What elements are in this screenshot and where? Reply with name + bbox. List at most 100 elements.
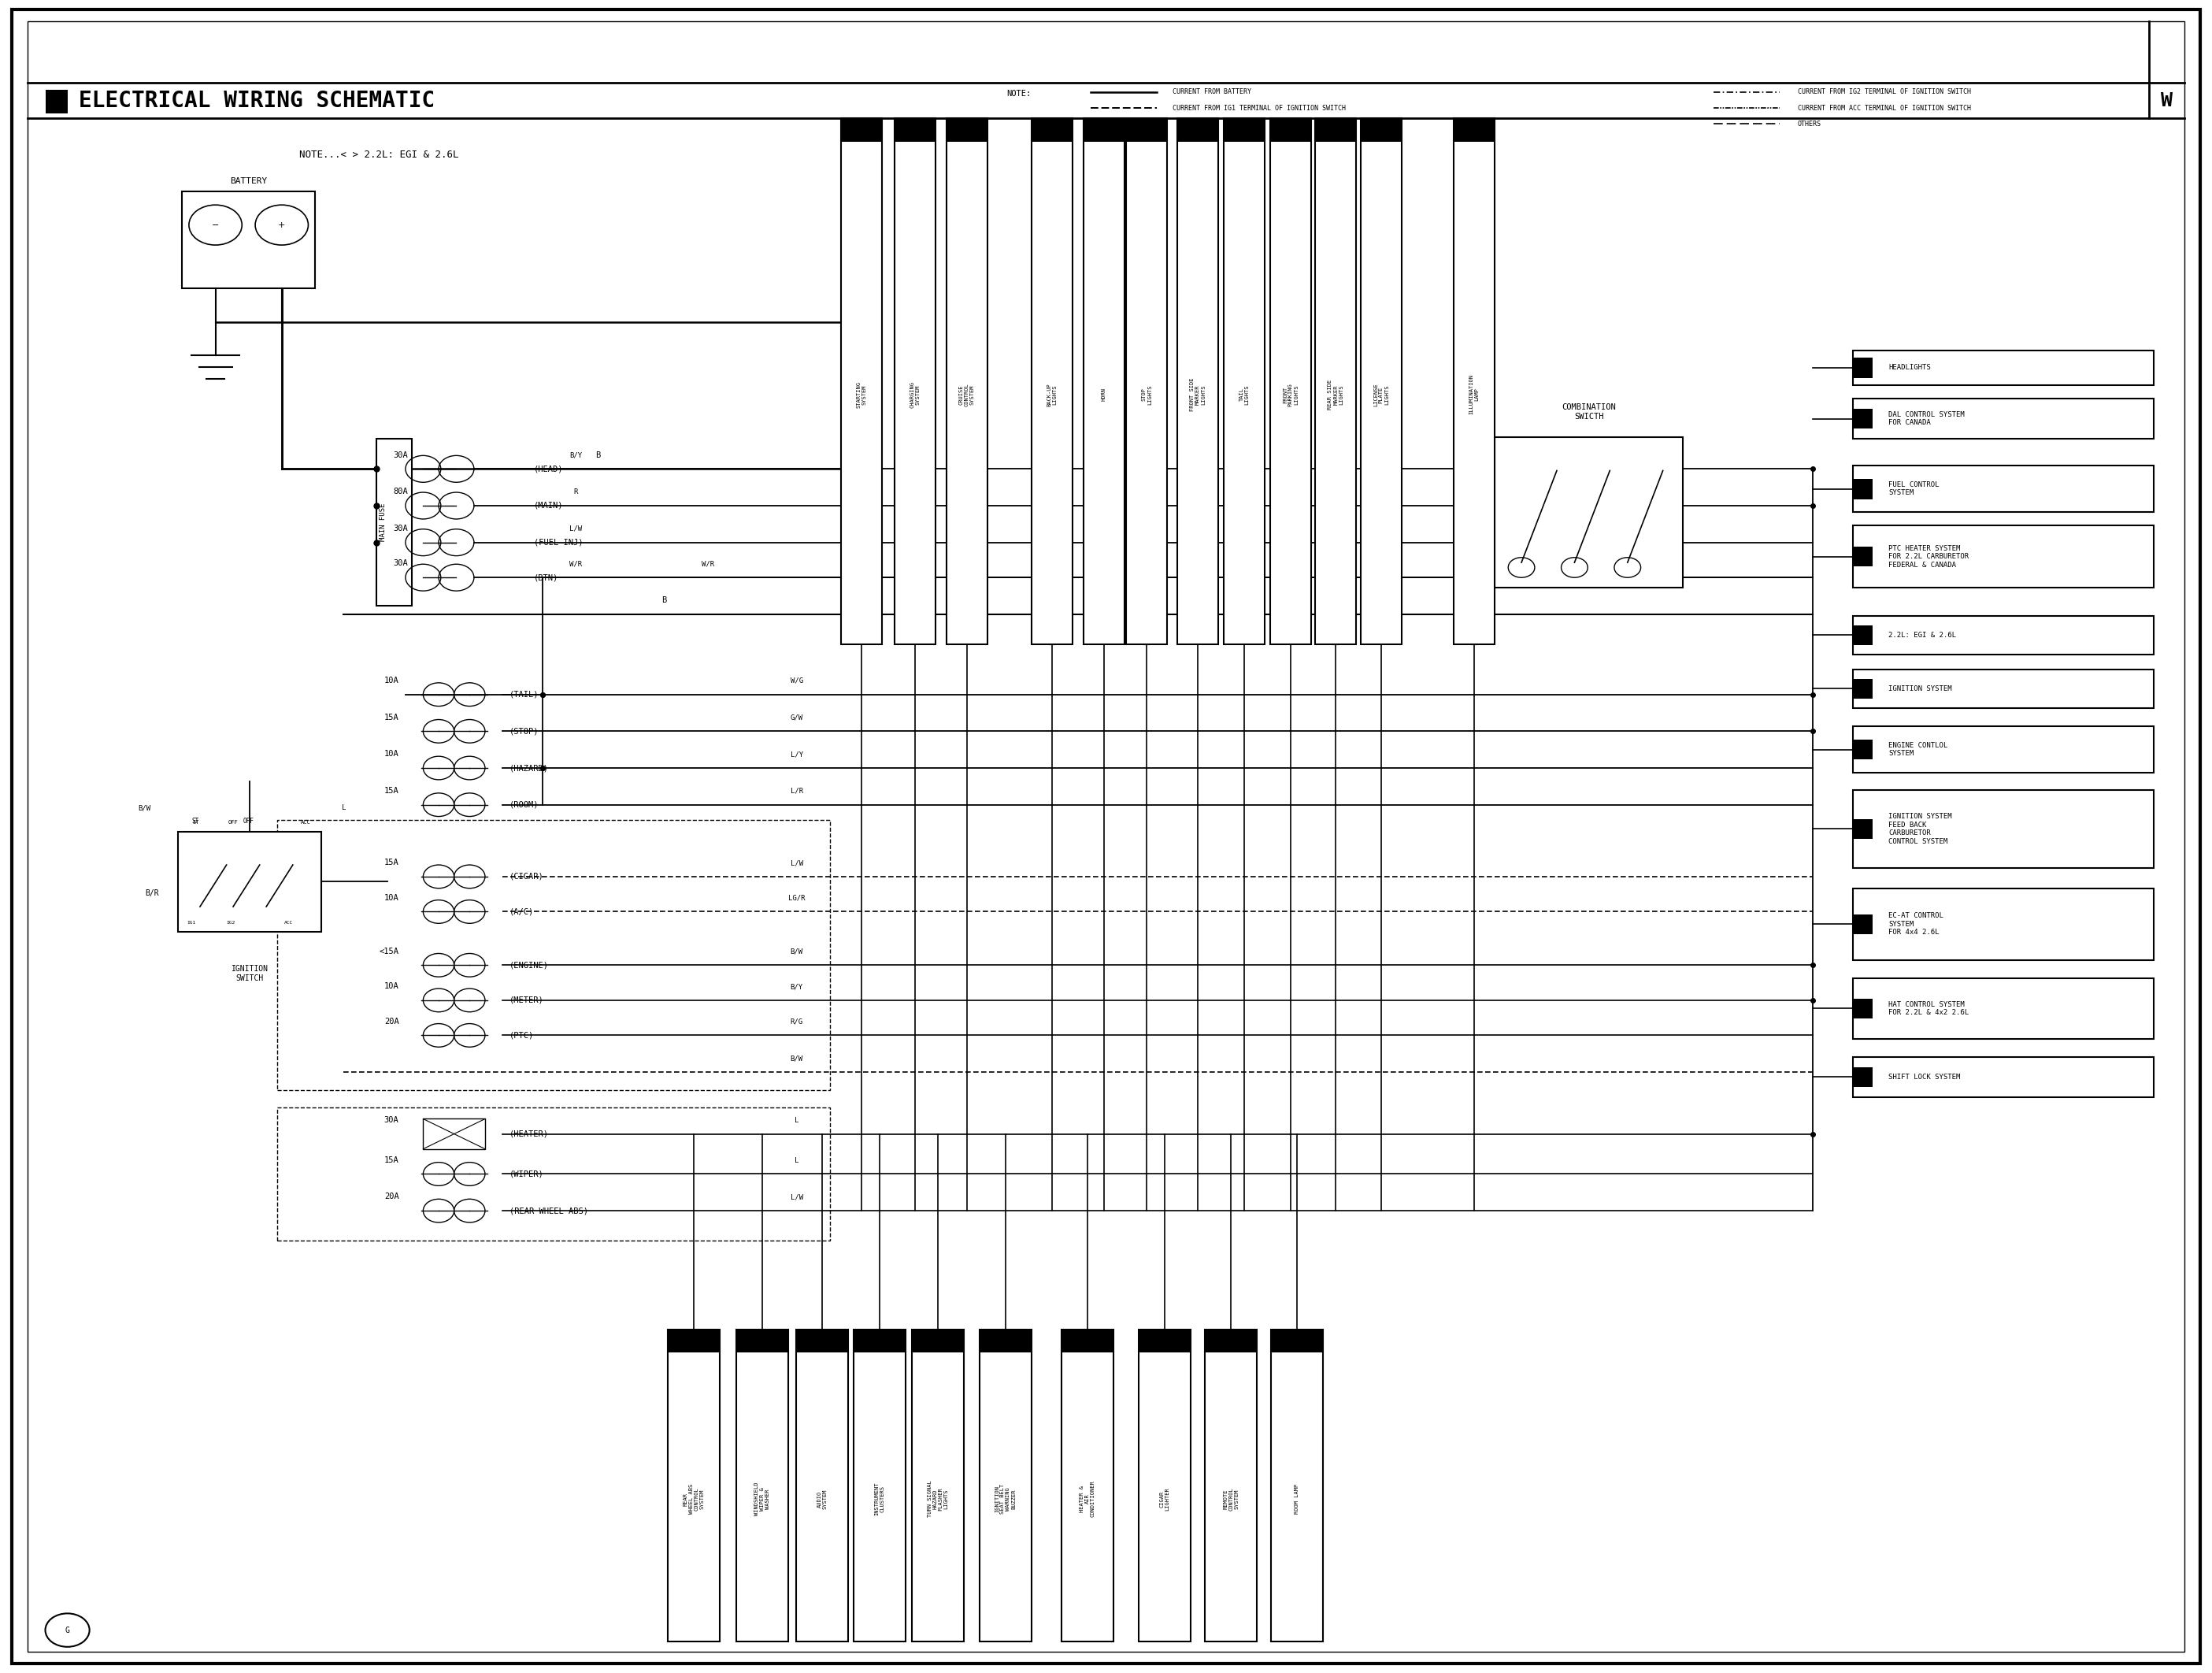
Bar	[1031, 119, 1073, 644]
Bar	[1854, 626, 1874, 646]
Text: HORN: HORN	[1102, 388, 1106, 402]
Text: B/Y: B/Y	[568, 452, 582, 458]
Bar	[911, 1330, 964, 1641]
Bar	[1126, 119, 1168, 644]
Bar	[796, 1330, 847, 1353]
Text: 80A: 80A	[394, 489, 407, 495]
Text: ROOM LAMP: ROOM LAMP	[1294, 1484, 1298, 1514]
Text: W/R: W/R	[701, 560, 714, 567]
Text: FRONT
PARKING
LIGHTS: FRONT PARKING LIGHTS	[1283, 383, 1298, 407]
Text: 10A: 10A	[385, 893, 398, 902]
Text: TURN SIGNAL
HAZARD
FLASHER
LIGHTS: TURN SIGNAL HAZARD FLASHER LIGHTS	[927, 1481, 949, 1517]
Text: (HEATER): (HEATER)	[509, 1129, 549, 1138]
Bar	[1272, 1330, 1323, 1641]
Bar	[1854, 739, 1874, 760]
Bar	[1854, 726, 2154, 773]
Text: IGNITION
SEAT BELT
WARNING
BUZZER: IGNITION SEAT BELT WARNING BUZZER	[995, 1484, 1015, 1514]
Text: DAL CONTROL SYSTEM
FOR CANADA: DAL CONTROL SYSTEM FOR CANADA	[1889, 412, 1964, 427]
Text: (ENGINE): (ENGINE)	[509, 962, 549, 969]
Text: LICENSE
PLATE
LIGHTS: LICENSE PLATE LIGHTS	[1374, 383, 1389, 407]
Text: IG1: IG1	[186, 922, 195, 925]
Text: (HAZARD): (HAZARD)	[509, 765, 549, 771]
Text: (FUEL INJ): (FUEL INJ)	[533, 539, 584, 547]
Text: L: L	[794, 1118, 799, 1124]
Text: 15A: 15A	[385, 1156, 398, 1164]
Text: (METER): (METER)	[509, 997, 544, 1004]
Text: OFF: OFF	[228, 820, 239, 825]
Bar	[1854, 1057, 2154, 1097]
Text: <15A: <15A	[378, 947, 398, 955]
Text: ILLUMINATION
LAMP: ILLUMINATION LAMP	[1469, 375, 1480, 415]
Text: (REAR WHEEL ABS): (REAR WHEEL ABS)	[509, 1206, 588, 1215]
Bar	[1854, 547, 1874, 567]
Text: B/W: B/W	[139, 805, 150, 811]
Bar	[737, 1330, 787, 1641]
Text: INSTRUMENT
CLUSTERS: INSTRUMENT CLUSTERS	[874, 1482, 885, 1516]
Text: CURRENT FROM IG2 TERMINAL OF IGNITION SWITCH: CURRENT FROM IG2 TERMINAL OF IGNITION SW…	[1798, 89, 1971, 95]
Text: WINDSHIELD
WIPER &
WASHER: WINDSHIELD WIPER & WASHER	[754, 1482, 770, 1516]
Text: REMOTE
CONTROL
SYSTEM: REMOTE CONTROL SYSTEM	[1223, 1487, 1239, 1511]
Text: CRUISE
CONTROL
SYSTEM: CRUISE CONTROL SYSTEM	[960, 383, 975, 407]
Text: ACC: ACC	[301, 820, 312, 825]
Bar	[1177, 119, 1219, 142]
Text: (WIPER): (WIPER)	[509, 1169, 544, 1178]
Bar	[894, 119, 936, 142]
Text: 30A: 30A	[385, 1116, 398, 1124]
Text: W/G: W/G	[790, 678, 803, 684]
Text: (A/C): (A/C)	[509, 908, 533, 915]
Bar	[177, 831, 321, 932]
Bar	[1270, 119, 1312, 142]
Text: CIGAR
LIGHTER: CIGAR LIGHTER	[1159, 1487, 1170, 1511]
Bar	[1854, 478, 1874, 499]
Text: CURRENT FROM ACC TERMINAL OF IGNITION SWITCH: CURRENT FROM ACC TERMINAL OF IGNITION SW…	[1798, 104, 1971, 112]
Bar	[1270, 119, 1312, 644]
Text: (TAIL): (TAIL)	[509, 691, 540, 698]
Text: BATTERY: BATTERY	[230, 177, 268, 186]
Text: (CIGAR): (CIGAR)	[509, 873, 544, 880]
Bar	[668, 1330, 719, 1641]
Text: REAR
WHEEL ABS
CONTROL
SYSTEM: REAR WHEEL ABS CONTROL SYSTEM	[684, 1484, 703, 1514]
Text: W/R: W/R	[568, 560, 582, 567]
Text: TAIL
LIGHTS: TAIL LIGHTS	[1239, 385, 1250, 405]
Bar	[1854, 888, 2154, 960]
Text: −: −	[212, 221, 219, 229]
Text: LG/R: LG/R	[787, 895, 805, 902]
Bar	[1223, 119, 1265, 644]
Bar	[276, 820, 830, 1091]
Text: 30A: 30A	[394, 525, 407, 532]
Bar	[854, 1330, 905, 1641]
Text: B/Y: B/Y	[790, 984, 803, 990]
Bar	[1854, 525, 2154, 587]
Bar	[1854, 408, 1874, 428]
Text: MAIN FUSE: MAIN FUSE	[380, 504, 387, 542]
Bar	[1854, 398, 2154, 438]
Bar	[1453, 119, 1495, 142]
Text: 15A: 15A	[385, 713, 398, 721]
Text: AUDIO
SYSTEM: AUDIO SYSTEM	[816, 1489, 827, 1509]
Text: OTHERS: OTHERS	[1798, 120, 1820, 127]
Text: (HEAD): (HEAD)	[533, 465, 564, 473]
Text: 2.2L: EGI & 2.6L: 2.2L: EGI & 2.6L	[1889, 632, 1955, 639]
Bar	[276, 1108, 830, 1241]
Bar	[1854, 358, 1874, 378]
Bar	[1854, 790, 2154, 868]
Text: B/R: B/R	[144, 890, 159, 897]
Text: L: L	[341, 805, 345, 811]
Text: R/G: R/G	[790, 1019, 803, 1026]
Bar	[1316, 119, 1356, 142]
Bar	[894, 119, 936, 644]
Bar	[422, 1119, 484, 1149]
Bar	[1854, 669, 2154, 708]
Bar	[1272, 1330, 1323, 1353]
Text: 10A: 10A	[385, 750, 398, 758]
Text: STOP
LIGHTS: STOP LIGHTS	[1141, 385, 1152, 405]
Bar	[796, 1330, 847, 1641]
Text: IGNITION SYSTEM: IGNITION SYSTEM	[1889, 684, 1951, 693]
Bar	[1360, 119, 1402, 644]
Bar	[1854, 679, 1874, 699]
Text: (ROOM): (ROOM)	[509, 801, 540, 808]
Text: +: +	[279, 221, 285, 229]
Bar	[1031, 119, 1073, 142]
Bar	[1854, 1067, 1874, 1087]
Text: COMBINATION
SWICTH: COMBINATION SWICTH	[1562, 403, 1617, 420]
